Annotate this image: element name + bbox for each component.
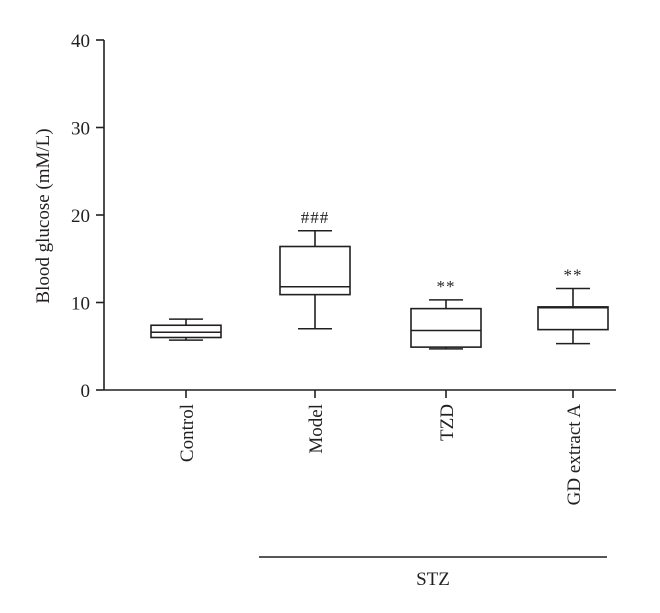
category-label: Model bbox=[306, 404, 327, 454]
box-model: ### bbox=[279, 208, 351, 330]
category-labels: Control Model TZD GD extract A bbox=[177, 404, 585, 506]
x-ticks bbox=[185, 390, 574, 398]
y-ticks: 0 10 20 30 40 bbox=[71, 31, 104, 402]
boxes: ### ** ** bbox=[150, 208, 609, 350]
iqr-box bbox=[410, 307, 482, 348]
y-tick-label: 20 bbox=[71, 206, 90, 227]
iqr-box bbox=[150, 324, 222, 339]
significance-label: ### bbox=[301, 208, 330, 227]
box-control bbox=[150, 318, 222, 341]
y-tick-label: 0 bbox=[81, 381, 91, 402]
y-tick-label: 30 bbox=[71, 119, 90, 140]
y-tick-label: 40 bbox=[71, 31, 90, 52]
iqr-box bbox=[537, 306, 609, 331]
category-label: Control bbox=[177, 404, 198, 462]
significance-label: ** bbox=[564, 266, 583, 285]
group-bracket-label: STZ bbox=[416, 569, 450, 590]
y-axis-title: Blood glucose (mM/L) bbox=[33, 128, 54, 303]
significance-label: ** bbox=[437, 277, 456, 296]
category-label: GD extract A bbox=[564, 404, 585, 506]
category-label: TZD bbox=[437, 404, 458, 441]
y-tick-label: 10 bbox=[71, 294, 90, 315]
box-tzd: ** bbox=[410, 277, 482, 350]
box-gd-extract-a: ** bbox=[537, 266, 609, 345]
